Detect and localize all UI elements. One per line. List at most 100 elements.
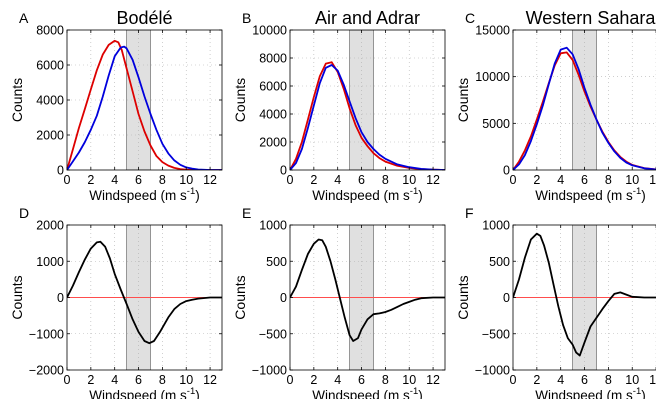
panel-letter: D: [19, 205, 29, 221]
y-tick-label: −2000: [29, 364, 64, 378]
y-tick-label: 15000: [475, 24, 510, 38]
y-tick-label: 4000: [259, 108, 287, 122]
x-axis-label-sup: -1: [410, 186, 418, 197]
x-tick-label: 4: [111, 373, 118, 387]
y-axis-label: Counts: [455, 78, 471, 122]
x-tick-label: 10: [179, 173, 193, 187]
shaded-band: [126, 30, 151, 170]
series-line-2: [513, 46, 656, 170]
y-tick-label: 0: [503, 291, 510, 305]
x-tick-label: 0: [64, 173, 71, 187]
x-tick-label: 4: [111, 173, 118, 187]
y-tick-label: 4000: [36, 94, 64, 108]
x-axis-label-main: Windspeed (m s: [535, 388, 633, 399]
x-axis-label-main: Windspeed (m s: [535, 188, 633, 203]
y-axis-label: Counts: [9, 275, 25, 319]
y-tick-label: 2000: [259, 136, 287, 150]
x-axis-label: Windspeed (m s-1): [89, 386, 200, 399]
x-axis-label-sup: -1: [633, 186, 641, 197]
axes-frame: [289, 29, 446, 171]
x-tick-label: 4: [334, 173, 341, 187]
x-tick-label: 12: [649, 173, 656, 187]
x-axis-label-main: Windspeed (m s: [89, 388, 187, 399]
series-line-2: [290, 64, 445, 170]
x-tick-label: 10: [402, 373, 416, 387]
x-tick-label: 10: [625, 373, 639, 387]
y-axis-label: Counts: [9, 78, 25, 122]
x-tick-label: 2: [87, 173, 94, 187]
y-axis-label: Counts: [455, 275, 471, 319]
x-tick-label: 2: [310, 373, 317, 387]
x-axis-label-sup: -1: [410, 386, 418, 397]
series-line-1: [513, 232, 656, 357]
y-tick-label: −500: [482, 327, 510, 341]
y-tick-label: 10000: [475, 70, 510, 84]
y-tick-label: 5000: [482, 117, 510, 131]
x-tick-label: 2: [533, 373, 540, 387]
panel-title: Western Sahara: [526, 8, 656, 28]
x-tick-label: 6: [135, 373, 142, 387]
y-tick-label: 0: [57, 291, 64, 305]
x-axis-label: Windspeed (m s-1): [312, 186, 423, 203]
x-tick-label: 12: [426, 173, 440, 187]
y-tick-label: 0: [57, 164, 64, 178]
y-tick-label: 6000: [36, 59, 64, 73]
x-tick-label: 12: [203, 373, 217, 387]
x-tick-label: 8: [605, 173, 612, 187]
x-tick-label: 6: [358, 373, 365, 387]
x-axis-label-sup: -1: [187, 386, 195, 397]
y-tick-label: −1000: [252, 364, 287, 378]
x-tick-label: 2: [310, 173, 317, 187]
x-axis-label: Windspeed (m s-1): [89, 186, 200, 203]
x-axis-label-main: Windspeed (m s: [312, 188, 410, 203]
panel-title: Air and Adrar: [315, 8, 420, 28]
x-axis-label-main: Windspeed (m s: [312, 388, 410, 399]
x-tick-label: 0: [510, 173, 517, 187]
x-axis-label-end: ): [195, 188, 200, 203]
panel-title: Bodélé: [116, 8, 172, 28]
y-tick-label: 2000: [36, 219, 64, 233]
y-tick-label: 10000: [252, 24, 287, 38]
x-tick-label: 10: [625, 173, 639, 187]
x-tick-label: 8: [159, 373, 166, 387]
y-axis-label: Counts: [232, 78, 248, 122]
series-line-2: [67, 45, 222, 170]
x-tick-label: 0: [287, 173, 294, 187]
panel-f: 0 2 4 6 8 10 12 −1000 −500 0 500 1000 F Counts Windspe…: [455, 205, 656, 399]
x-tick-label: 4: [557, 373, 564, 387]
series-line-1: [67, 240, 222, 345]
x-axis-label-end: ): [418, 188, 423, 203]
panel-letter: F: [465, 205, 474, 221]
x-tick-label: 0: [510, 373, 517, 387]
x-tick-label: 10: [179, 373, 193, 387]
x-tick-label: 0: [287, 373, 294, 387]
y-tick-label: 0: [280, 164, 287, 178]
panel-a: 0 2 4 6 8 10 12 0 2000 4000 6000 8000 A Bodélé Counts W…: [9, 8, 223, 203]
panel-d: 0 2 4 6 8 10 12 −2000 −1000 0 1000 2000 D Counts Winds…: [9, 205, 223, 399]
x-tick-label: 4: [334, 373, 341, 387]
x-axis-label: Windspeed (m s-1): [535, 386, 646, 399]
panel-letter: C: [465, 10, 475, 26]
y-tick-label: 0: [503, 164, 510, 178]
y-tick-label: 1000: [259, 219, 287, 233]
x-axis-label-end: ): [418, 388, 423, 399]
series-line-1: [290, 238, 445, 342]
y-tick-label: 8000: [259, 52, 287, 66]
panel-letter: E: [242, 205, 251, 221]
panel-letter: B: [242, 10, 251, 26]
y-tick-label: −1000: [29, 327, 64, 341]
panel-e: 0 2 4 6 8 10 12 −1000 −500 0 500 1000 E Counts Windspe…: [232, 205, 446, 399]
x-tick-label: 0: [64, 373, 71, 387]
x-tick-label: 8: [382, 173, 389, 187]
x-axis-label-sup: -1: [187, 186, 195, 197]
x-axis-label: Windspeed (m s-1): [312, 386, 423, 399]
x-tick-label: 8: [159, 173, 166, 187]
x-axis-label-sup: -1: [633, 386, 641, 397]
series-line-1: [67, 39, 222, 170]
x-axis-label-main: Windspeed (m s: [89, 188, 187, 203]
series-line-1: [290, 61, 445, 170]
x-tick-label: 6: [581, 173, 588, 187]
y-tick-label: 1000: [36, 255, 64, 269]
